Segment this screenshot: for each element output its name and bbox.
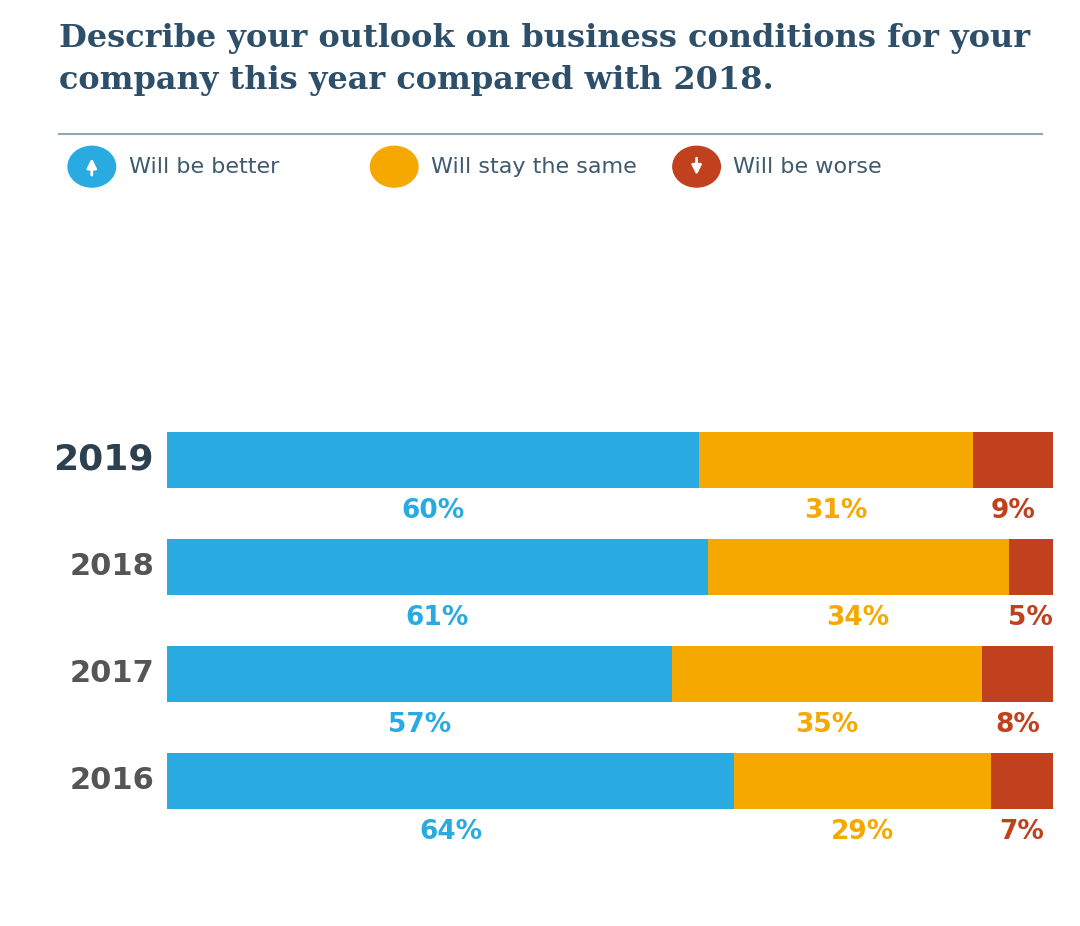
Bar xyxy=(699,432,973,488)
Text: 60%: 60% xyxy=(402,498,464,524)
Bar xyxy=(991,753,1053,808)
Bar xyxy=(707,539,1009,594)
Text: company this year compared with 2018.: company this year compared with 2018. xyxy=(59,65,774,95)
Text: 31%: 31% xyxy=(805,498,867,524)
Bar xyxy=(167,646,672,702)
Text: 57%: 57% xyxy=(388,712,451,738)
Text: 61%: 61% xyxy=(406,606,469,632)
Text: 29%: 29% xyxy=(831,820,894,845)
Text: Will be worse: Will be worse xyxy=(733,156,882,177)
Text: 9%: 9% xyxy=(990,498,1036,524)
Text: 2018: 2018 xyxy=(69,553,154,582)
Bar xyxy=(167,539,707,594)
Text: 34%: 34% xyxy=(826,606,890,632)
Text: 2017: 2017 xyxy=(69,659,154,688)
Text: 2016: 2016 xyxy=(69,767,154,795)
Text: Will stay the same: Will stay the same xyxy=(431,156,637,177)
Circle shape xyxy=(673,146,720,187)
Bar xyxy=(167,432,699,488)
Text: 64%: 64% xyxy=(419,820,483,845)
Text: 8%: 8% xyxy=(995,712,1040,738)
Text: 35%: 35% xyxy=(796,712,859,738)
Text: 5%: 5% xyxy=(1009,606,1053,632)
Bar xyxy=(973,432,1053,488)
Bar xyxy=(982,646,1053,702)
Bar xyxy=(734,753,991,808)
Bar xyxy=(672,646,982,702)
Text: 7%: 7% xyxy=(1000,820,1044,845)
Text: Will be better: Will be better xyxy=(129,156,279,177)
Text: 2019: 2019 xyxy=(54,443,154,477)
Bar xyxy=(167,753,734,808)
Circle shape xyxy=(370,146,418,187)
Text: Describe your outlook on business conditions for your: Describe your outlook on business condit… xyxy=(59,23,1030,54)
Circle shape xyxy=(68,146,116,187)
Bar xyxy=(1009,539,1053,594)
